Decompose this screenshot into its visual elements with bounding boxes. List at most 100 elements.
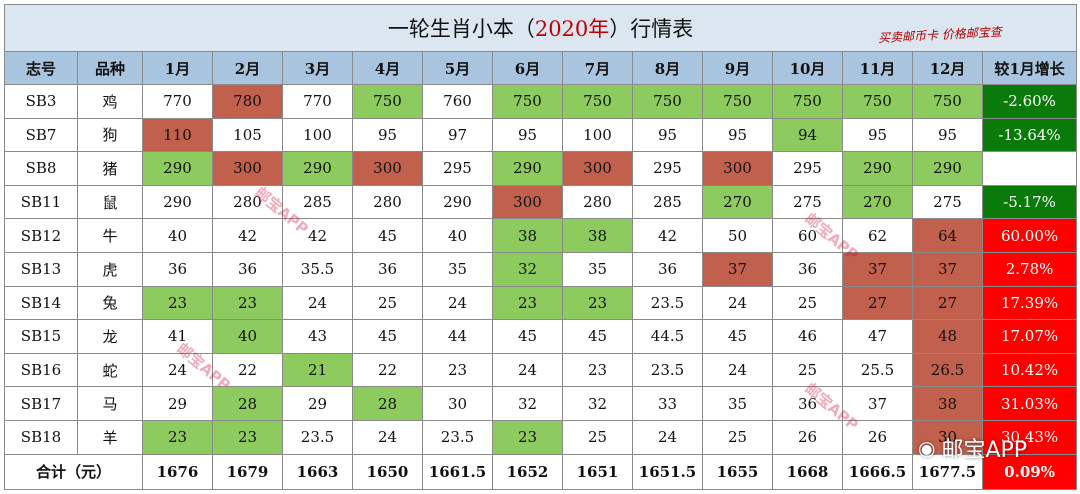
price-cell: 36 bbox=[772, 386, 843, 421]
table-row: SB11 鼠 290 280 285 280 290 300 280 285 270 275 270 27… bbox=[4, 184, 1078, 220]
price-cell: 29 bbox=[142, 386, 213, 421]
price-cell: 23 bbox=[212, 285, 283, 321]
price-cell: 285 bbox=[282, 184, 353, 220]
price-cell: 35.5 bbox=[282, 251, 353, 287]
price-cell: 23 bbox=[142, 419, 213, 455]
price-cell: 45 bbox=[352, 319, 423, 354]
price-cell: 280 bbox=[212, 184, 283, 220]
price-cell: 290 bbox=[842, 151, 913, 186]
price-cell: 32 bbox=[492, 251, 563, 287]
price-cell: 105 bbox=[212, 117, 283, 153]
price-cell: 23 bbox=[492, 419, 563, 455]
price-cell: 295 bbox=[632, 151, 703, 186]
price-cell: 750 bbox=[562, 84, 633, 119]
price-cell: 95 bbox=[632, 117, 703, 153]
price-cell: 290 bbox=[142, 184, 213, 220]
price-cell: 23 bbox=[142, 285, 213, 321]
price-cell: 44.5 bbox=[632, 319, 703, 354]
price-cell: 24 bbox=[632, 419, 703, 455]
column-header: 4月 bbox=[352, 51, 423, 85]
price-cell: 290 bbox=[492, 151, 563, 186]
total-cell: 1652 bbox=[492, 453, 563, 490]
issue-number-cell: SB7 bbox=[4, 117, 78, 153]
total-cell: 1679 bbox=[212, 453, 283, 490]
price-cell: 44 bbox=[422, 319, 493, 354]
price-cell: 36 bbox=[352, 251, 423, 287]
price-cell: 95 bbox=[912, 117, 983, 153]
table-row: SB16 蛇 24 22 21 22 23 24 23 23.5 24 25 25.5 26.5 10.42… bbox=[4, 352, 1078, 388]
price-cell: 23.5 bbox=[282, 419, 353, 455]
price-cell: 290 bbox=[422, 184, 493, 220]
price-cell: 22 bbox=[352, 352, 423, 388]
title-year: 2020年 bbox=[534, 17, 610, 41]
price-cell: 290 bbox=[142, 151, 213, 186]
total-cell: 1651 bbox=[562, 453, 633, 490]
total-growth-cell: 0.09% bbox=[981, 453, 1078, 490]
total-cell: 1666.5 bbox=[842, 453, 913, 490]
price-cell: 300 bbox=[352, 151, 423, 186]
title-prefix: 一轮生肖小本（ bbox=[387, 17, 535, 41]
price-cell: 25 bbox=[352, 285, 423, 321]
growth-cell: -2.60% bbox=[981, 84, 1078, 119]
price-cell: 750 bbox=[352, 84, 423, 119]
price-cell: 23 bbox=[492, 285, 563, 321]
price-cell: 23 bbox=[422, 352, 493, 388]
total-cell: 1677.5 bbox=[912, 453, 983, 490]
price-table: 一轮生肖小本（2020年）行情表 买卖邮币卡 价格邮宝查 志号 品种 1月 2月 3月 4… bbox=[3, 4, 1078, 490]
price-cell: 750 bbox=[702, 84, 773, 119]
zodiac-cell: 兔 bbox=[77, 285, 143, 321]
zodiac-cell: 猪 bbox=[77, 151, 143, 186]
price-cell: 100 bbox=[562, 117, 633, 153]
price-cell: 280 bbox=[562, 184, 633, 220]
growth-cell: 31.03% bbox=[981, 386, 1078, 421]
price-cell: 36 bbox=[632, 251, 703, 287]
price-cell: 33 bbox=[632, 386, 703, 421]
zodiac-cell: 羊 bbox=[77, 419, 143, 455]
price-cell: 45 bbox=[702, 319, 773, 354]
growth-cell: 60.00% bbox=[981, 218, 1078, 253]
total-cell: 1668 bbox=[772, 453, 843, 490]
growth-cell: -5.17% bbox=[981, 184, 1078, 220]
total-cell: 1651.5 bbox=[632, 453, 703, 490]
header-row: 志号 品种 1月 2月 3月 4月 5月 6月 7月 8月 9月 10月 11月 12月 较1月增长 bbox=[4, 51, 1078, 85]
price-cell: 38 bbox=[492, 218, 563, 253]
issue-number-cell: SB18 bbox=[4, 419, 78, 455]
issue-number-cell: SB17 bbox=[4, 386, 78, 421]
brand-logo: ◉ 邮宝APP bbox=[918, 432, 1027, 464]
price-cell: 25 bbox=[562, 419, 633, 455]
price-cell: 37 bbox=[702, 251, 773, 287]
table-row: SB8 猪 290 300 290 300 295 290 300 295 300 295 290 290 bbox=[4, 151, 1078, 186]
growth-cell: -13.64% bbox=[981, 117, 1078, 153]
price-cell: 23.5 bbox=[632, 285, 703, 321]
growth-cell bbox=[981, 151, 1078, 186]
total-cell: 1661.5 bbox=[422, 453, 493, 490]
price-cell: 750 bbox=[492, 84, 563, 119]
price-cell: 750 bbox=[772, 84, 843, 119]
price-cell: 23.5 bbox=[422, 419, 493, 455]
total-cell: 1655 bbox=[702, 453, 773, 490]
price-cell: 26.5 bbox=[912, 352, 983, 388]
calligraphy-stamp: 买卖邮币卡 价格邮宝查 bbox=[878, 24, 1003, 46]
table-row: SB18 羊 23 23 23.5 24 23.5 23 25 24 25 26 26 30 30.43% bbox=[4, 419, 1078, 455]
price-cell: 295 bbox=[772, 151, 843, 186]
column-header: 5月 bbox=[422, 51, 493, 85]
column-header: 9月 bbox=[702, 51, 773, 85]
column-header: 8月 bbox=[632, 51, 703, 85]
price-cell: 300 bbox=[702, 151, 773, 186]
price-cell: 38 bbox=[912, 386, 983, 421]
column-header: 12月 bbox=[912, 51, 983, 85]
price-cell: 30 bbox=[912, 419, 983, 455]
total-cell: 1676 bbox=[142, 453, 213, 490]
growth-cell: 2.78% bbox=[981, 251, 1078, 287]
price-cell: 21 bbox=[282, 352, 353, 388]
price-cell: 24 bbox=[142, 352, 213, 388]
price-cell: 295 bbox=[422, 151, 493, 186]
price-cell: 24 bbox=[422, 285, 493, 321]
issue-number-cell: SB3 bbox=[4, 84, 78, 119]
price-cell: 28 bbox=[352, 386, 423, 421]
price-cell: 42 bbox=[632, 218, 703, 253]
price-cell: 270 bbox=[702, 184, 773, 220]
price-cell: 43 bbox=[282, 319, 353, 354]
price-cell: 275 bbox=[912, 184, 983, 220]
total-label: 合计（元） bbox=[4, 453, 143, 490]
